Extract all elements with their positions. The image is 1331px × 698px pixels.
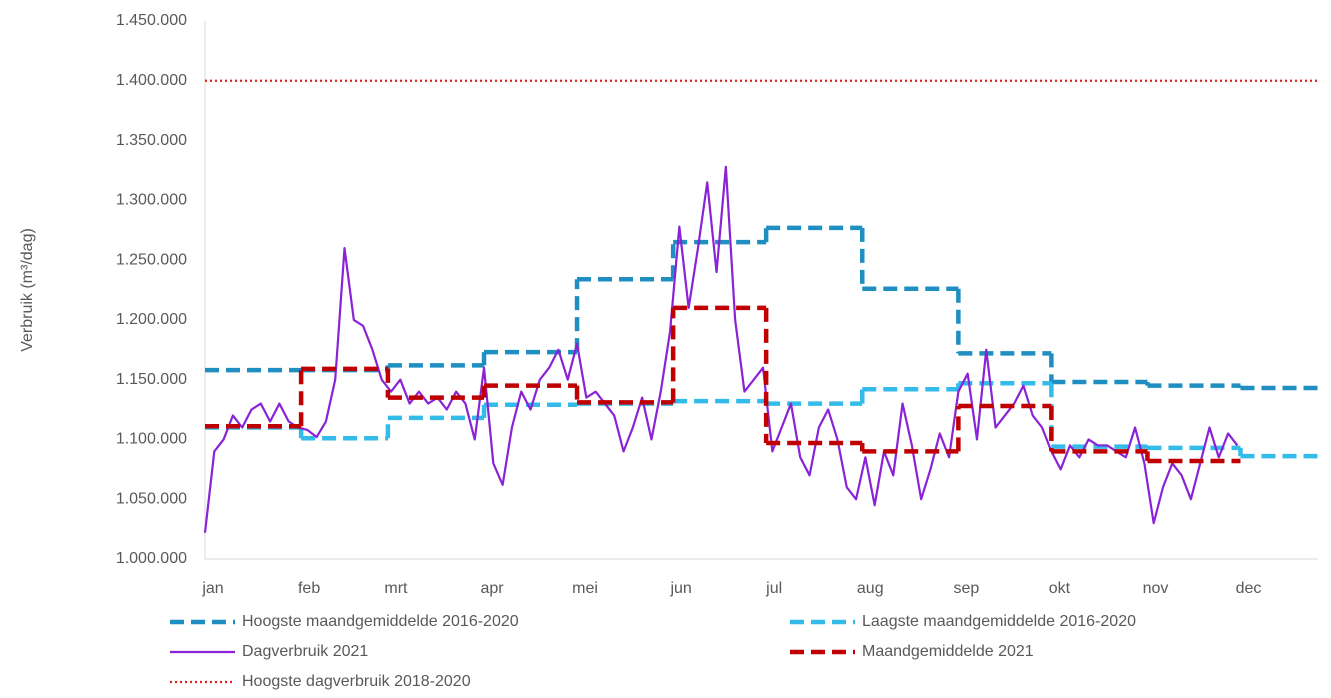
y-tick-label: 1.250.000 [116,251,187,268]
y-tick-label: 1.000.000 [116,550,187,567]
y-tick-label: 1.300.000 [116,192,187,209]
y-tick-label: 1.100.000 [116,431,187,448]
legend-label: Hoogste maandgemiddelde 2016-2020 [242,613,519,630]
x-tick-label: mrt [384,580,408,597]
y-tick-label: 1.200.000 [116,311,187,328]
legend-label: Maandgemiddelde 2021 [862,643,1034,660]
legend-label: Laagste maandgemiddelde 2016-2020 [862,613,1136,630]
x-tick-label: jun [669,580,691,597]
x-tick-label: jul [765,580,782,597]
x-tick-label: apr [480,580,504,597]
x-tick-label: nov [1143,580,1169,597]
y-tick-label: 1.150.000 [116,371,187,388]
y-tick-label: 1.050.000 [116,490,187,507]
legend-label: Hoogste dagverbruik 2018-2020 [242,673,471,690]
x-tick-label: okt [1049,580,1071,597]
x-tick-label: aug [857,580,884,597]
legend-label: Dagverbruik 2021 [242,643,368,660]
y-tick-label: 1.400.000 [116,72,187,89]
x-tick-label: dec [1236,580,1262,597]
x-tick-label: sep [953,580,979,597]
x-tick-label: mei [572,580,598,597]
y-tick-label: 1.350.000 [116,132,187,149]
y-tick-label: 1.450.000 [116,12,187,29]
x-tick-label: feb [298,580,320,597]
y-axis-title: Verbruik (m³/dag) [19,228,36,352]
daily-line [203,165,1239,533]
x-tick-label: jan [201,580,223,597]
